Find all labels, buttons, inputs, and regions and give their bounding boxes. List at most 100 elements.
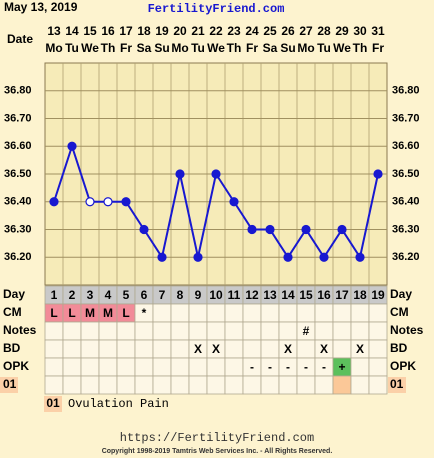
row-cell	[224, 339, 244, 359]
row-cell	[368, 339, 388, 359]
x-tick-label: 18	[137, 24, 151, 38]
row-cell-text: -	[304, 360, 308, 374]
temperature-point	[319, 252, 329, 262]
row-cell	[152, 303, 172, 323]
temperature-point	[49, 197, 59, 207]
temperature-point	[211, 169, 221, 179]
row-cell-text: 1	[51, 288, 58, 302]
row-cell	[152, 339, 172, 359]
x-tick-label: 20	[173, 24, 187, 38]
row-label: OPK	[3, 359, 29, 373]
weekday-label: Th	[101, 41, 116, 55]
y-tick-label: 36.30	[4, 223, 32, 235]
row-cell	[44, 375, 64, 395]
row-cell	[242, 321, 262, 341]
x-tick-label: 28	[317, 24, 331, 38]
temperature-point	[373, 169, 383, 179]
row-cell	[80, 375, 100, 395]
row-cell	[206, 375, 226, 395]
weekday-label: Th	[353, 41, 368, 55]
row-cell-text: 8	[177, 288, 184, 302]
row-cell	[314, 321, 334, 341]
row-cell	[134, 375, 154, 395]
row-cell-text: X	[194, 342, 202, 356]
row-cell-text: M	[103, 306, 113, 320]
y-tick-label: 36.40	[4, 196, 32, 208]
row-cell	[80, 357, 100, 377]
row-cell	[152, 375, 172, 395]
legend-swatch	[44, 396, 62, 412]
row-label: Notes	[3, 323, 37, 337]
row-cell-text: 18	[353, 288, 367, 302]
row-cell-text: *	[142, 306, 147, 320]
row-cell	[224, 357, 244, 377]
row-cell-text: -	[268, 360, 272, 374]
temperature-point	[247, 224, 257, 235]
row-label-bg	[0, 377, 18, 393]
row-cell-text: X	[284, 342, 292, 356]
weekday-label: Mo	[45, 41, 62, 55]
row-cell	[332, 339, 352, 359]
y-tick-label: 36.20	[4, 251, 32, 263]
row-cell-text: 2	[69, 288, 76, 302]
weekday-label: We	[333, 41, 351, 55]
row-cell-text: 3	[87, 288, 94, 302]
row-cell	[206, 321, 226, 341]
row-cell	[134, 357, 154, 377]
y-tick-label: 36.60	[4, 140, 32, 152]
row-cell	[296, 375, 316, 395]
row-cell	[116, 357, 136, 377]
row-cell	[134, 321, 154, 341]
x-tick-label: 25	[263, 24, 277, 38]
row-cell	[170, 339, 190, 359]
legend-code: 01	[46, 396, 60, 410]
footer-url: https://FertilityFriend.com	[120, 431, 314, 445]
row-cell	[98, 375, 118, 395]
row-label-bg-right	[388, 377, 406, 393]
row-label-right: BD	[390, 341, 408, 355]
temperature-point	[193, 252, 203, 262]
x-tick-label: 21	[191, 24, 205, 38]
y-tick-label-right: 36.70	[392, 112, 420, 124]
row-cell-text: 13	[263, 288, 277, 302]
row-cell	[224, 303, 244, 323]
weekday-label: Fr	[246, 41, 258, 55]
row-cell	[80, 321, 100, 341]
row-cell	[296, 303, 316, 323]
row-cell	[62, 339, 82, 359]
row-label: BD	[3, 341, 21, 355]
weekday-label: Th	[227, 41, 242, 55]
weekday-label: Tu	[65, 41, 79, 55]
row-cell-text: 4	[105, 288, 112, 302]
row-cell	[260, 375, 280, 395]
x-tick-label: 14	[65, 24, 79, 38]
weekday-label: Tu	[317, 41, 331, 55]
row-cell-text: X	[212, 342, 220, 356]
row-cell	[350, 321, 370, 341]
row-cell	[242, 375, 262, 395]
row-cell	[188, 321, 208, 341]
row-cell-text: X	[320, 342, 328, 356]
row-cell-text: 9	[195, 288, 202, 302]
row-cell	[296, 339, 316, 359]
row-label: 01	[3, 377, 17, 391]
footer-copyright: Copyright 1998-2019 Tamtris Web Services…	[102, 448, 333, 455]
row-cell	[116, 321, 136, 341]
temperature-point	[121, 197, 131, 207]
temperature-point	[355, 252, 365, 262]
row-label: CM	[3, 305, 22, 319]
row-cell-text: 6	[141, 288, 148, 302]
row-cell	[44, 339, 64, 359]
row-cell-text: X	[356, 342, 364, 356]
row-cell	[368, 321, 388, 341]
x-tick-label: 29	[335, 24, 349, 38]
row-cell	[62, 375, 82, 395]
x-tick-label: 15	[83, 24, 97, 38]
row-cell	[368, 375, 388, 395]
row-cell-text: 5	[123, 288, 130, 302]
row-cell-text: 11	[228, 288, 241, 302]
row-cell	[332, 321, 352, 341]
row-cell	[278, 321, 298, 341]
row-cell	[206, 357, 226, 377]
weekday-label: Fr	[120, 41, 132, 55]
